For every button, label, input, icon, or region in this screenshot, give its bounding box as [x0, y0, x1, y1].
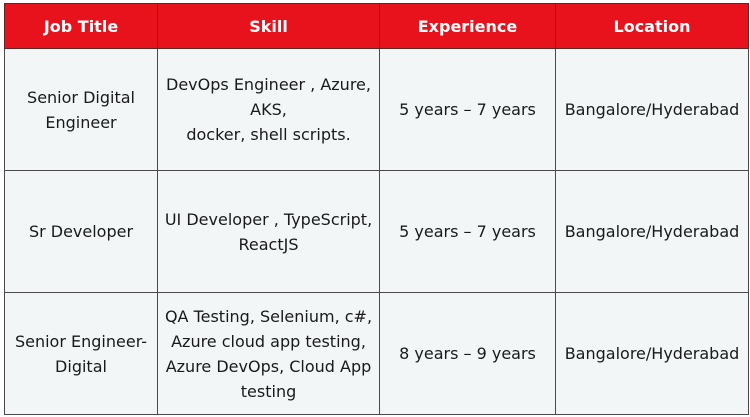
cell-text-line: DevOps Engineer , Azure,	[166, 75, 371, 94]
header-location: Location	[555, 3, 749, 49]
header-skill: Skill	[157, 3, 380, 49]
cell-job-title: Senior Engineer- Digital	[4, 292, 158, 415]
cell-text-line: Digital	[55, 356, 107, 376]
cell-text-line: Azure cloud app testing,	[171, 331, 366, 351]
cell-text-line: ReactJS	[238, 234, 299, 254]
header-job-title: Job Title	[4, 3, 158, 49]
cell-experience: 5 years – 7 years	[379, 170, 556, 293]
cell-text-line: Sr Developer	[28, 222, 134, 241]
cell-text-line: testing	[240, 381, 297, 401]
cell-text-line: Senior Engineer-	[14, 331, 148, 351]
cell-location: Bangalore/Hyderabad	[555, 170, 749, 293]
cell-job-title: Sr Developer	[4, 170, 158, 293]
cell-experience: 5 years – 7 years	[379, 48, 556, 171]
cell-text-line: docker, shell scripts.	[186, 125, 351, 144]
cell-text-line: UI Developer , TypeScript,	[164, 209, 373, 229]
jobs-table: Job Title Skill Experience Location Seni…	[4, 3, 749, 415]
table-row: Senior Digital Engineer DevOps Engineer …	[4, 48, 749, 171]
cell-text-line: Azure DevOps, Cloud App	[165, 356, 372, 376]
cell-skill: DevOps Engineer , Azure, AKS, docker, sh…	[157, 48, 380, 171]
cell-text-line: QA Testing, Selenium, c#,	[164, 306, 373, 326]
table-header: Job Title Skill Experience Location	[4, 3, 749, 49]
cell-experience: 8 years – 9 years	[379, 292, 556, 415]
table-row: Senior Engineer- Digital QA Testing, Sel…	[4, 292, 749, 415]
table-body: Senior Digital Engineer DevOps Engineer …	[4, 48, 749, 415]
cell-skill: QA Testing, Selenium, c#, Azure cloud ap…	[157, 292, 380, 415]
cell-job-title: Senior Digital Engineer	[4, 48, 158, 171]
header-row: Job Title Skill Experience Location	[4, 3, 749, 49]
header-experience: Experience	[379, 3, 556, 49]
cell-text-line: Engineer	[45, 112, 117, 132]
table-row: Sr Developer UI Developer , TypeScript, …	[4, 170, 749, 293]
cell-text-line: Senior Digital	[27, 87, 135, 107]
cell-text-line: AKS,	[250, 100, 287, 119]
cell-location: Bangalore/Hyderabad	[555, 292, 749, 415]
cell-skill: UI Developer , TypeScript, ReactJS	[157, 170, 380, 293]
cell-location: Bangalore/Hyderabad	[555, 48, 749, 171]
